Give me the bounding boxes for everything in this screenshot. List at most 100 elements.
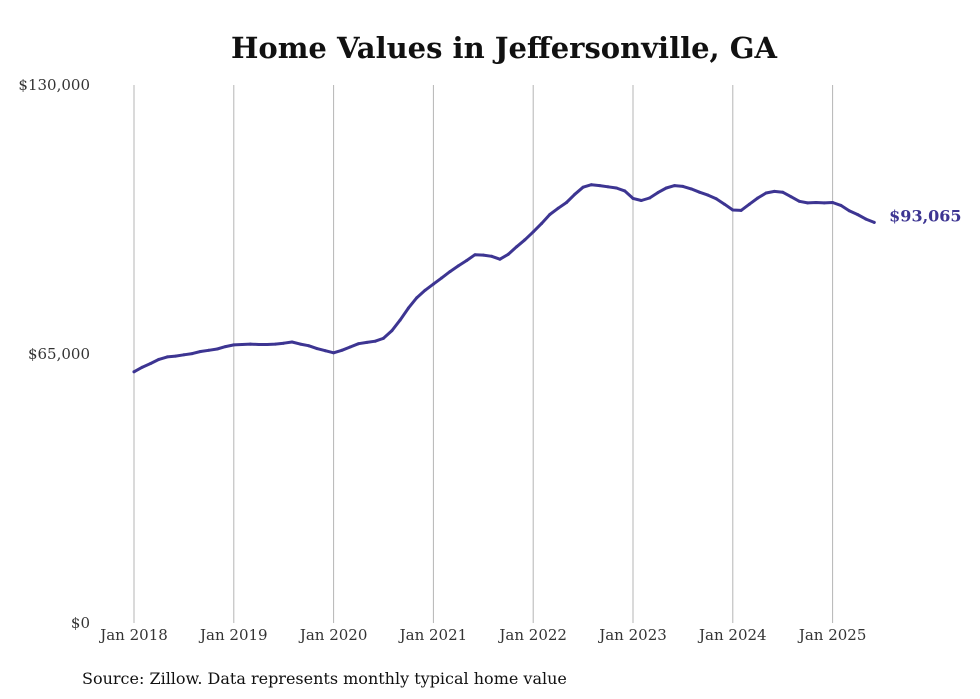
- data-point: [656, 191, 660, 195]
- data-point: [814, 201, 818, 204]
- x-tick-label: Jan 2025: [797, 626, 867, 644]
- data-point: [797, 199, 801, 203]
- x-tick-label: Jan 2020: [298, 626, 368, 644]
- data-point: [673, 184, 677, 188]
- data-point: [423, 288, 427, 292]
- data-point: [182, 353, 186, 357]
- data-point: [698, 190, 701, 194]
- data-point: [648, 196, 652, 200]
- data-point: [190, 352, 194, 356]
- data-point: [623, 189, 627, 193]
- data-point: [822, 201, 826, 205]
- data-point: [681, 184, 685, 188]
- data-point: [764, 191, 768, 195]
- data-point: [215, 347, 219, 351]
- data-point: [756, 196, 760, 200]
- data-point: [723, 202, 726, 206]
- data-point: [323, 349, 327, 353]
- data-point: [639, 199, 643, 202]
- data-point: [506, 252, 510, 256]
- x-tick-label: Jan 2019: [198, 626, 268, 644]
- data-point: [631, 196, 635, 200]
- y-tick-label: $65,000: [28, 345, 90, 363]
- end-value-label: $93,065: [889, 206, 961, 225]
- gridlines: [133, 85, 834, 623]
- y-axis-ticks: $0 $65,000 $130,000: [18, 76, 90, 632]
- data-point: [207, 348, 211, 352]
- data-point: [831, 201, 835, 204]
- data-point: [390, 329, 394, 333]
- data-point: [772, 189, 776, 193]
- x-tick-label: Jan 2022: [497, 626, 567, 644]
- data-point: [515, 245, 519, 249]
- series-line: [132, 183, 876, 374]
- data-point: [490, 254, 494, 258]
- data-point: [598, 184, 602, 188]
- data-point: [706, 193, 710, 197]
- data-point: [273, 342, 277, 346]
- data-point: [199, 350, 202, 353]
- data-point: [232, 343, 236, 347]
- data-point: [132, 370, 136, 374]
- y-tick-label: $130,000: [18, 76, 90, 94]
- data-point: [373, 339, 377, 343]
- data-point: [382, 336, 385, 340]
- data-point: [224, 345, 227, 349]
- data-point: [357, 342, 360, 346]
- data-point: [531, 230, 535, 234]
- data-point: [747, 202, 751, 206]
- data-point: [332, 351, 336, 355]
- data-point: [548, 213, 552, 216]
- data-point: [340, 348, 344, 352]
- data-point: [589, 183, 593, 187]
- data-point: [689, 187, 693, 191]
- data-point: [165, 355, 169, 359]
- data-point: [157, 357, 161, 361]
- data-point: [864, 217, 868, 221]
- data-point: [348, 345, 352, 349]
- x-tick-label: Jan 2024: [697, 626, 767, 644]
- data-point: [415, 296, 419, 300]
- data-point: [856, 213, 859, 216]
- data-point: [248, 342, 252, 346]
- data-point: [290, 340, 294, 344]
- x-tick-label: Jan 2018: [98, 626, 168, 644]
- data-point: [240, 343, 244, 346]
- data-point: [406, 306, 410, 310]
- data-point: [149, 362, 153, 365]
- data-point: [556, 206, 560, 210]
- data-point: [581, 185, 585, 189]
- data-point: [365, 340, 369, 344]
- chart-title: Home Values in Jeffersonville, GA: [231, 31, 778, 65]
- data-point: [465, 259, 469, 262]
- data-point: [140, 365, 144, 369]
- source-note: Source: Zillow. Data represents monthly …: [82, 669, 567, 688]
- data-point: [456, 264, 460, 268]
- data-point: [606, 185, 610, 189]
- data-point: [614, 186, 618, 190]
- data-point: [739, 208, 743, 212]
- data-point: [565, 201, 568, 204]
- data-point: [847, 209, 851, 213]
- data-point: [872, 220, 876, 224]
- data-point: [307, 344, 311, 348]
- series-layer: $93,065: [132, 183, 962, 374]
- y-tick-label: $0: [71, 614, 90, 632]
- data-point: [789, 195, 793, 199]
- data-point: [664, 186, 668, 190]
- x-tick-label: Jan 2023: [597, 626, 667, 644]
- data-point: [298, 342, 302, 346]
- data-point: [573, 192, 577, 196]
- data-point: [282, 341, 286, 345]
- data-point: [714, 197, 718, 201]
- x-tick-label: Jan 2021: [398, 626, 468, 644]
- data-point: [265, 343, 269, 346]
- data-point: [431, 282, 435, 286]
- data-point: [481, 253, 485, 257]
- data-point: [540, 222, 543, 226]
- data-point: [806, 201, 810, 205]
- data-point: [174, 354, 178, 358]
- data-point: [523, 238, 527, 242]
- data-point: [448, 270, 452, 274]
